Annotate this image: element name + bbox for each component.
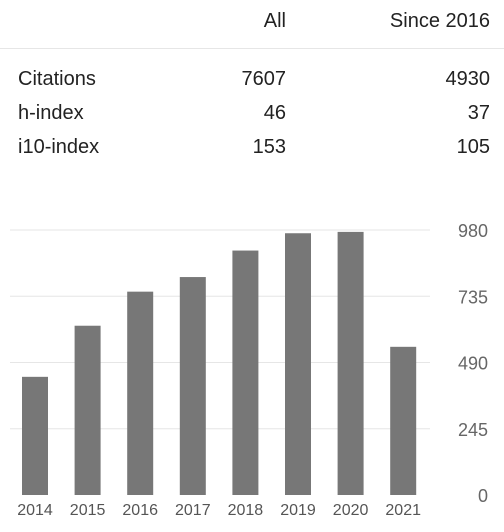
bar-2014[interactable]	[22, 376, 48, 495]
y-tick-label: 735	[458, 287, 488, 307]
row-value-since: 4930	[445, 68, 491, 90]
chart-grid	[10, 229, 430, 430]
x-tick-label: 2019	[280, 502, 316, 519]
bar-2017[interactable]	[179, 277, 206, 495]
x-tick-label: 2015	[70, 502, 106, 519]
row-label: h-index	[18, 102, 84, 124]
table-row-h-index: h-index 46 37	[0, 102, 504, 132]
bar-2018[interactable]	[232, 250, 259, 495]
row-value-all: 7607	[241, 68, 287, 90]
row-value-all: 153	[252, 136, 286, 158]
y-tick-label: 490	[458, 354, 488, 374]
row-value-since: 37	[467, 102, 490, 124]
chart-y-ticks: 0 245 490 735 980	[458, 221, 488, 506]
header-divider	[0, 48, 504, 49]
row-value-all: 46	[263, 102, 286, 124]
x-tick-label: 2020	[333, 502, 369, 519]
table-row-citations: Citations 7607 4930	[0, 68, 504, 98]
y-tick-label: 0	[478, 486, 488, 506]
bar-2015[interactable]	[74, 325, 101, 495]
chart-x-ticks: 2014 2015 2016 2017 2018 2019 2020 2021	[17, 502, 421, 519]
x-tick-label: 2016	[122, 502, 158, 519]
x-tick-label: 2018	[228, 502, 264, 519]
chart-bars	[22, 231, 417, 495]
bar-2021[interactable]	[390, 346, 417, 495]
y-tick-label: 245	[458, 420, 488, 440]
row-label: Citations	[18, 68, 96, 90]
row-value-since: 105	[456, 136, 490, 158]
x-tick-label: 2021	[385, 502, 421, 519]
row-label: i10-index	[18, 136, 100, 158]
column-header-all: All	[263, 10, 286, 32]
bar-2019[interactable]	[285, 233, 311, 495]
x-tick-label: 2014	[17, 502, 53, 519]
column-header-since-2016: Since 2016	[389, 10, 490, 32]
y-tick-label: 980	[458, 221, 488, 241]
table-row-i10-index: i10-index 153 105	[0, 136, 504, 166]
bar-2016[interactable]	[127, 291, 154, 495]
x-tick-label: 2017	[175, 502, 211, 519]
bar-2020[interactable]	[337, 231, 364, 495]
